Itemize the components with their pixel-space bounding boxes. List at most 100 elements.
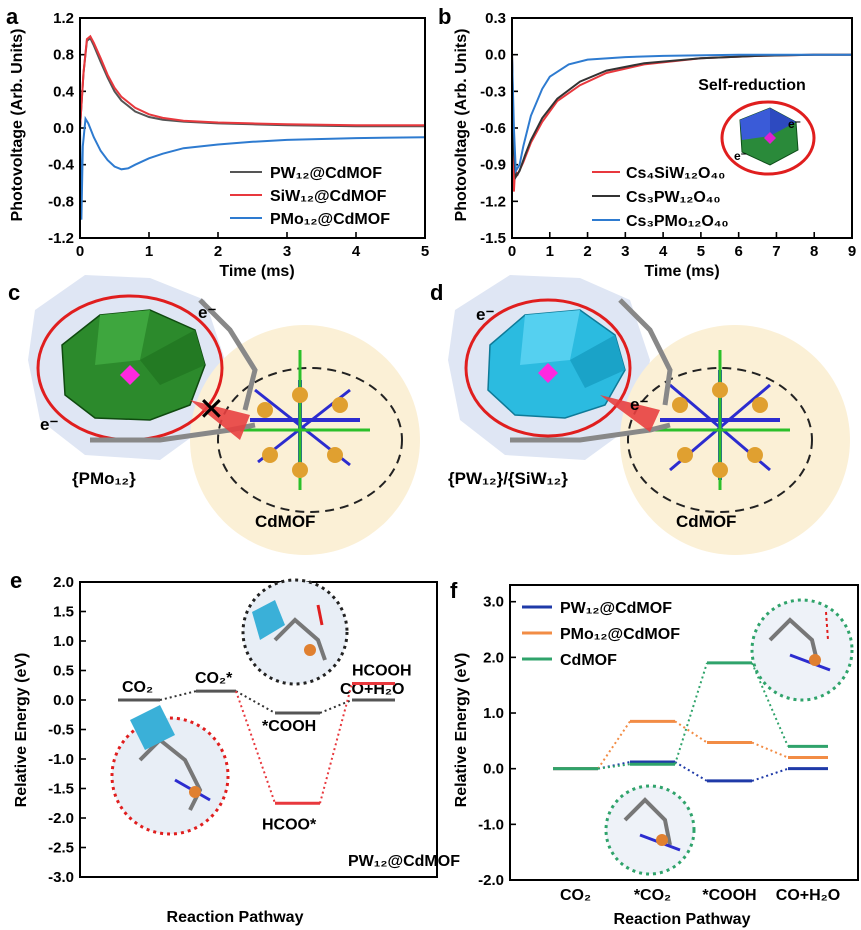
f-connector-s2-1 — [597, 763, 631, 770]
panel-a: a Photovoltage (Arb. Units) Time (ms) -1… — [6, 4, 429, 280]
legend-label-cs3pw: Cs₃PW₁₂O₄₀ — [626, 189, 721, 206]
panel-e-ytick-label: 1.0 — [53, 633, 74, 650]
panel-f-yticks: -2.0 -1.0 0.0 1.0 2.0 3.0 — [478, 594, 516, 889]
f-connector-s2-3 — [751, 662, 789, 747]
e-level-label-0: CO₂ — [122, 679, 153, 696]
panel-a-xtick-label: 3 — [283, 243, 291, 260]
panel-f-xtick-label: *CO₂ — [634, 887, 671, 904]
panel-b-ytick-label: -1.5 — [480, 230, 506, 247]
panel-e-ylabel: Relative Energy (eV) — [13, 653, 30, 808]
panel-e-frame — [79, 581, 438, 878]
f-connector-s1-1 — [597, 720, 631, 770]
panel-b-xticks: 0 1 2 3 4 5 6 7 8 9 — [508, 232, 856, 260]
c-mof-label: CdMOF — [255, 512, 315, 531]
panel-b-frame — [511, 17, 853, 239]
panel-f-levels — [553, 661, 828, 783]
legend-label-pmo12: PMo₁₂@CdMOF — [270, 211, 390, 228]
panel-a-series-line-1 — [79, 34, 425, 129]
panel-b-xtick-label: 9 — [848, 243, 856, 260]
f-connector-s0-2 — [674, 761, 708, 782]
panel-b-series-line-1 — [511, 53, 852, 181]
d-mof-network — [650, 350, 790, 490]
panel-b-xtick-label: 3 — [621, 243, 629, 260]
c-center-atom — [120, 365, 140, 385]
legend-label-f-cdmof: CdMOF — [560, 652, 617, 669]
panel-b-xtick-label: 8 — [810, 243, 818, 260]
panel-f-legend: PW₁₂@CdMOF PMo₁₂@CdMOF CdMOF — [522, 600, 680, 669]
panel-a-ytick-label: -0.4 — [48, 157, 75, 174]
panel-f-frame — [509, 584, 859, 881]
d-mof-label: CdMOF — [676, 512, 736, 531]
panel-a-xtick-label: 0 — [76, 243, 84, 260]
panel-f-ytick-label: 1.0 — [483, 705, 504, 722]
panel-b: b Photovoltage (Arb. Units) Time (ms) -1… — [438, 4, 856, 280]
panel-b-legend: Cs₄SiW₁₂O₄₀ Cs₃PW₁₂O₄₀ Cs₃PMo₁₂O₄₀ — [592, 165, 729, 230]
panel-f: f Relative Energy (eV) Reaction Pathway … — [450, 578, 859, 928]
e-red-label-0: HCOO* — [262, 816, 317, 833]
panel-f-xtick-label: CO₂ — [560, 887, 591, 904]
panel-e-ytick-label: -2.5 — [48, 840, 74, 857]
e-level-label-3: CO+H₂O — [340, 681, 404, 698]
d-electron-top: e⁻ — [476, 305, 494, 324]
f-connector-s2-2 — [674, 662, 708, 765]
self-reduction-cluster-icon: e⁻ e⁻ — [720, 100, 816, 176]
panel-e-ytick-label: -0.5 — [48, 722, 74, 739]
panel-a-ytick-label: 0.4 — [53, 83, 75, 100]
d-transfer-arrow — [600, 395, 660, 432]
e-red-label-1: HCOOH — [352, 662, 412, 679]
panel-a-series-line-0 — [79, 36, 425, 129]
f-connector-s1-3 — [751, 741, 789, 759]
legend-label-siw12: SiW₁₂@CdMOF — [270, 188, 387, 205]
panel-a-xlabel: Time (ms) — [219, 263, 294, 280]
c-blocked-mark: ✕ — [198, 390, 225, 428]
d-linker-top — [618, 298, 673, 406]
panel-a-ytick-label: -0.8 — [48, 193, 74, 210]
f-connector-s1-2 — [674, 720, 708, 744]
panel-e: e Relative Energy (eV) Reaction Pathway … — [10, 568, 460, 926]
self-reduction-electron-1: e⁻ — [788, 117, 801, 131]
panel-a-series-line-2 — [79, 115, 426, 220]
panel-a-xtick-label: 2 — [214, 243, 222, 260]
e-connector-1 — [159, 690, 197, 701]
panel-e-ytick-label: 0.5 — [53, 663, 74, 680]
panel-e-xlabel: Reaction Pathway — [167, 909, 304, 926]
panel-b-ytick-label: -0.6 — [480, 120, 506, 137]
e-red-connector-1 — [319, 683, 353, 804]
legend-label-cs4siw: Cs₄SiW₁₂O₄₀ — [626, 165, 725, 182]
panel-a-yticks: -1.2 -0.8 -0.4 0.0 0.4 0.8 1.2 — [48, 10, 86, 247]
f-connector-s0-3 — [751, 767, 789, 782]
panel-f-xticks: CO₂ *CO₂ *COOH CO+H₂O — [560, 887, 840, 904]
panel-d: d e⁻ e⁻ {PW₁₂}/{SiW₁₂} CdMOF — [430, 275, 850, 555]
c-linker-top — [198, 298, 258, 411]
legend-label-cs3pmo: Cs₃PMo₁₂O₄₀ — [626, 213, 729, 230]
panel-f-ytick-label: -2.0 — [478, 872, 504, 889]
panel-a-ytick-label: 0.0 — [53, 120, 74, 137]
e-hcoo-structure — [110, 716, 230, 836]
panel-e-ytick-label: 0.0 — [53, 692, 74, 709]
panel-b-xtick-label: 5 — [697, 243, 705, 260]
panel-label-c: c — [8, 280, 20, 305]
panel-a-xtick-label: 1 — [145, 243, 153, 260]
panel-f-xtick-label: *COOH — [702, 887, 756, 904]
panel-b-xtick-label: 7 — [772, 243, 780, 260]
c-cluster-label: {PMo₁₂} — [72, 469, 136, 488]
d-electron-cycle — [464, 298, 632, 438]
panel-a-series — [79, 34, 426, 220]
c-gear-right — [190, 325, 420, 555]
panel-label-d: d — [430, 280, 443, 305]
d-electron-bottom: e⁻ — [630, 395, 648, 414]
self-reduction-label: Self-reduction — [698, 77, 806, 94]
panel-f-ylabel: Relative Energy (eV) — [453, 653, 470, 808]
legend-label-f-pw12: PW₁₂@CdMOF — [560, 600, 672, 617]
panel-a-legend: PW₁₂@CdMOF SiW₁₂@CdMOF PMo₁₂@CdMOF — [230, 165, 390, 228]
panel-f-ytick-label: -1.0 — [478, 816, 504, 833]
f-pw12-structure — [604, 784, 696, 876]
panel-label-b: b — [438, 4, 451, 29]
self-reduction-electron-2: e⁻ — [734, 149, 747, 163]
panel-e-ytick-label: 2.0 — [53, 574, 74, 591]
panel-label-e: e — [10, 568, 22, 593]
d-center-atom — [538, 363, 558, 383]
panel-b-ytick-label: -0.3 — [480, 83, 506, 100]
panel-b-xtick-label: 4 — [659, 243, 668, 260]
c-mof-network — [240, 350, 370, 490]
